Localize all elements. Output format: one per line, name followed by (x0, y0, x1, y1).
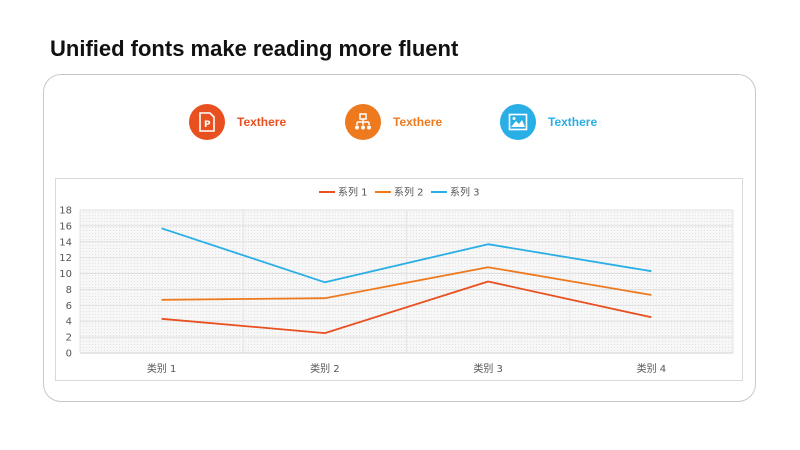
icon-label-1: Texthere (237, 115, 287, 129)
series-line (161, 227, 652, 284)
svg-text:P: P (204, 120, 211, 130)
series-lines (161, 227, 652, 335)
page-title: Unified fonts make reading more fluent (50, 36, 459, 61)
y-tick-label: 14 (59, 237, 72, 248)
y-tick-label: 6 (66, 301, 72, 312)
series-line (161, 280, 652, 335)
y-tick-label: 8 (66, 285, 72, 296)
picture-icon (500, 104, 536, 140)
x-axis: 类别 1 类别 2 类别 3 类别 4 (147, 362, 666, 375)
icon-item-1[interactable]: P Texthere (189, 104, 286, 140)
icon-item-2[interactable]: Texthere (345, 104, 442, 140)
x-tick-label: 类别 2 (310, 362, 340, 375)
x-tick-label: 类别 4 (637, 362, 667, 375)
legend-label: 系列 1 (338, 186, 368, 199)
legend-label: 系列 2 (394, 186, 424, 199)
icon-label-2: Texthere (393, 115, 443, 129)
y-tick-label: 0 (66, 349, 72, 360)
org-chart-icon (345, 104, 381, 140)
y-tick-label: 16 (59, 221, 72, 232)
y-tick-label: 4 (66, 317, 72, 328)
y-axis: 0 2 4 6 8 10 12 14 16 18 (59, 206, 72, 360)
y-tick-label: 12 (59, 253, 72, 264)
y-tick-label: 18 (59, 206, 72, 217)
icon-label-3: Texthere (548, 115, 598, 129)
icon-item-3[interactable]: Texthere (500, 104, 597, 140)
powerpoint-file-icon: P (189, 104, 225, 140)
chart-legend: 系列 1 系列 2 系列 3 (319, 186, 480, 199)
x-tick-label: 类别 1 (147, 362, 177, 375)
x-tick-label: 类别 3 (473, 362, 503, 375)
legend-label: 系列 3 (450, 186, 480, 199)
y-tick-label: 10 (59, 269, 72, 280)
series-line (161, 266, 652, 301)
y-tick-label: 2 (66, 333, 72, 344)
chart-frame: 系列 1 系列 2 系列 3 0 2 4 6 8 10 12 14 16 18 类别 1 类别 2 类别 … (55, 178, 743, 381)
